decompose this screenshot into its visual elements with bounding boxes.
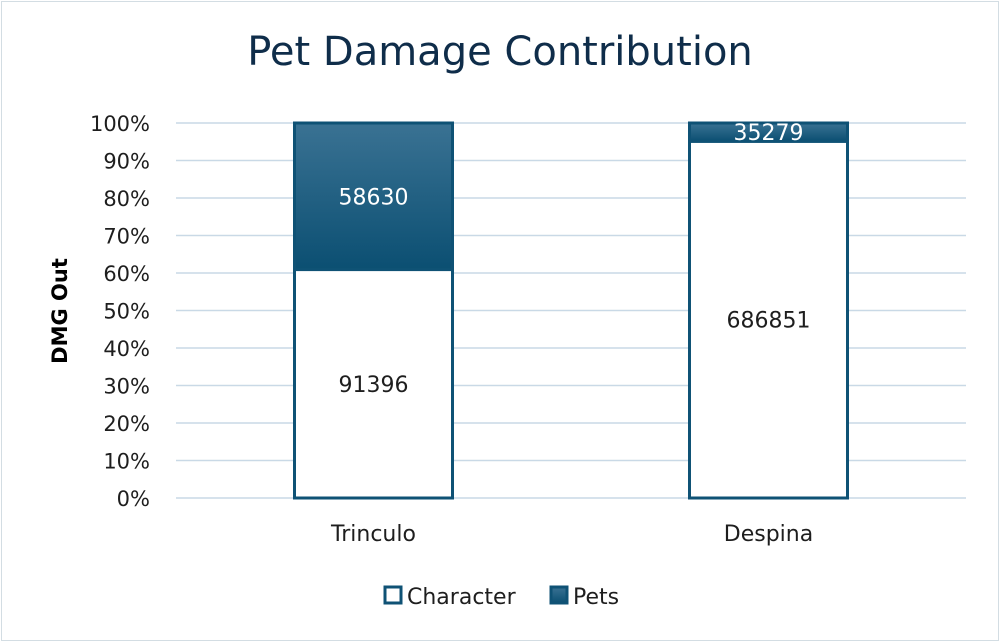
y-axis-ticks: 0% 10% 20% 30% 40% 50% 60% 70% 80% 90% 100% (90, 112, 150, 511)
y-tick-label: 100% (90, 112, 150, 136)
y-tick-label: 20% (103, 412, 150, 436)
y-tick-label: 80% (103, 187, 150, 211)
bars: 91396 58630 686851 35279 (293, 121, 849, 500)
x-category-label: Trinculo (330, 522, 416, 547)
data-label: 58630 (339, 185, 409, 210)
bar-segment-pets-trinculo (293, 121, 454, 272)
y-tick-label: 0% (117, 487, 150, 511)
data-label: 35279 (734, 121, 804, 146)
data-label: 686851 (727, 309, 811, 334)
legend: Character Pets (383, 585, 619, 610)
x-axis-categories: Trinculo Despina (330, 522, 813, 547)
y-axis-label: DMG Out (48, 258, 72, 364)
legend-swatch-pets (549, 585, 569, 605)
y-tick-label: 90% (103, 150, 150, 174)
chart-title: Pet Damage Contribution (247, 29, 753, 75)
y-tick-label: 30% (103, 375, 150, 399)
bar-segment-pets-despina (688, 121, 849, 143)
legend-label-character: Character (407, 585, 517, 610)
y-tick-label: 60% (103, 262, 150, 286)
data-label: 91396 (339, 373, 409, 398)
bar-segment-character-trinculo (293, 268, 454, 500)
y-tick-label: 10% (103, 450, 150, 474)
bar-segment-character-despina (688, 139, 849, 500)
y-tick-label: 70% (103, 225, 150, 249)
y-tick-label: 40% (103, 337, 150, 361)
y-tick-label: 50% (103, 300, 150, 324)
legend-swatch-character (383, 585, 403, 605)
x-category-label: Despina (724, 522, 813, 547)
legend-label-pets: Pets (573, 585, 619, 610)
